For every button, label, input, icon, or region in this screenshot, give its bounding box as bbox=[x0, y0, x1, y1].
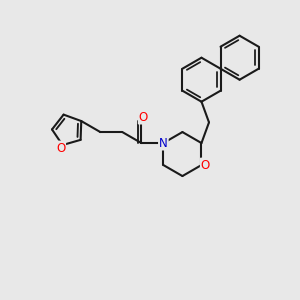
Text: O: O bbox=[139, 111, 148, 124]
Text: O: O bbox=[56, 142, 65, 154]
Text: N: N bbox=[159, 136, 168, 150]
Text: O: O bbox=[201, 159, 210, 172]
